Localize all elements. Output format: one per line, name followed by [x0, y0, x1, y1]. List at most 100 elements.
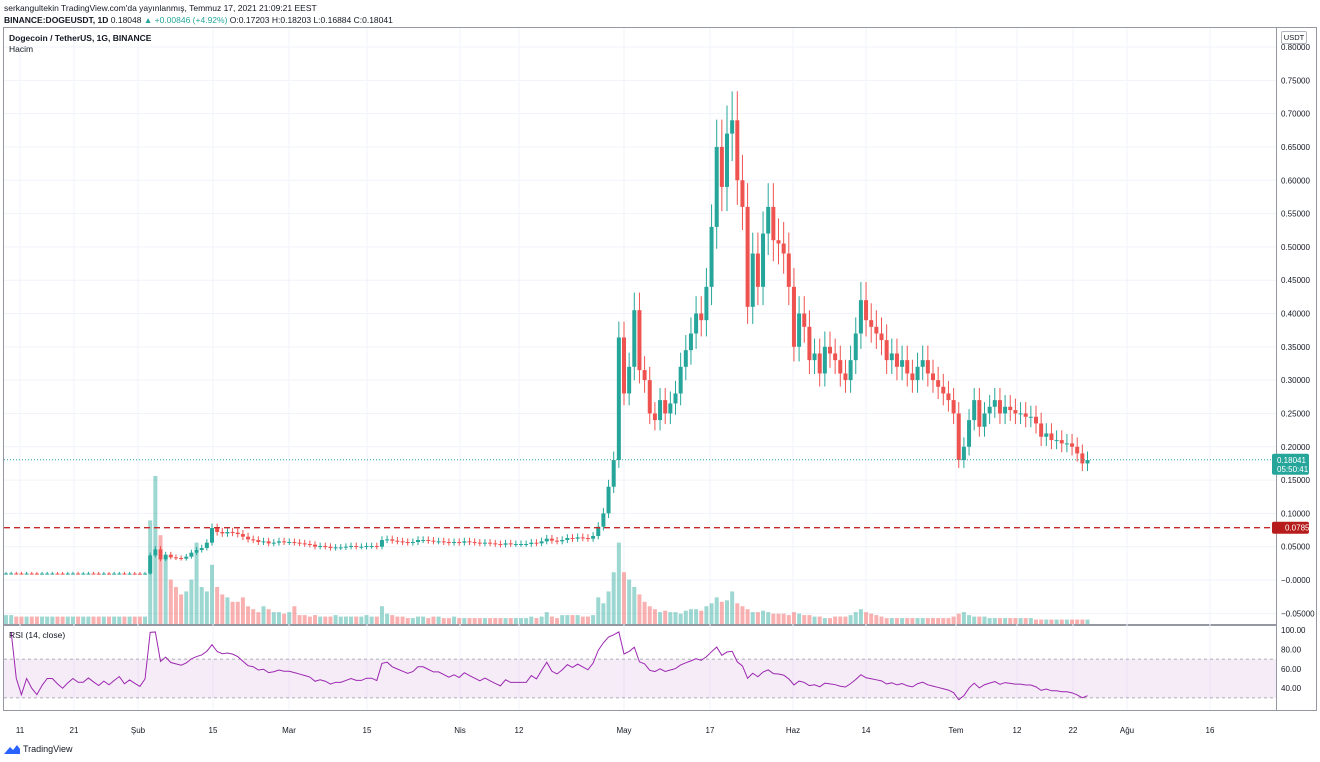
volume-bar — [1064, 619, 1069, 624]
price-tick-label: 0.20000 — [1281, 443, 1310, 452]
candle-body — [1064, 443, 1069, 445]
candle-body — [910, 373, 915, 381]
volume-bar — [101, 616, 106, 624]
tradingview-logo[interactable]: TradingView — [4, 744, 73, 754]
volume-bar — [395, 616, 400, 624]
volume-bar — [513, 618, 518, 624]
volume-bar — [261, 606, 266, 624]
candle-body — [519, 544, 523, 546]
candle-body — [894, 353, 899, 367]
candle-body — [323, 546, 328, 548]
candle-body — [673, 393, 678, 404]
volume-bar — [997, 618, 1002, 624]
candle-body — [688, 333, 693, 351]
candle-body — [194, 550, 199, 553]
volume-bar — [920, 618, 925, 624]
volume-bar — [426, 618, 431, 624]
volume-bar — [987, 618, 992, 624]
volume-bar — [632, 587, 637, 624]
volume-bar — [771, 613, 776, 624]
volume-bar — [1028, 618, 1033, 624]
candle-body — [874, 326, 879, 334]
volume-bar — [622, 572, 626, 624]
price-tick-label: 0.15000 — [1281, 476, 1310, 485]
candle-body — [833, 353, 838, 361]
candle-body — [24, 573, 29, 575]
candle-body — [786, 253, 791, 287]
volume-bar — [807, 615, 812, 624]
volume-bar — [848, 615, 853, 624]
volume-bar — [313, 615, 317, 624]
candle-body — [199, 548, 204, 551]
volume-bar — [179, 594, 184, 624]
volume-bar — [292, 606, 297, 624]
candle-body — [694, 313, 699, 334]
volume-bar — [864, 612, 869, 624]
volume-bar — [596, 597, 601, 624]
volume-bar — [735, 603, 740, 624]
volume-bar — [874, 615, 879, 624]
candle-body — [652, 413, 657, 421]
candle-body — [446, 542, 451, 544]
candle-body — [400, 541, 405, 543]
volume-bar — [369, 616, 374, 624]
candle-body — [658, 400, 663, 421]
volume-bar — [271, 612, 276, 624]
candle-body — [508, 543, 513, 545]
candle-body — [210, 528, 214, 543]
candle-body — [807, 326, 812, 361]
time-tick-label: 22 — [1069, 726, 1078, 735]
candle-body — [606, 486, 611, 514]
candle-body — [55, 573, 60, 575]
tradingview-brand: TradingView — [23, 744, 73, 754]
volume-bar — [482, 618, 487, 624]
candle-body — [379, 540, 384, 547]
volume-bar — [204, 591, 209, 624]
volume-bar — [611, 572, 616, 624]
time-tick-label: 12 — [515, 726, 524, 735]
candle-body — [276, 541, 281, 543]
volume-bar — [931, 618, 935, 624]
candle-body — [452, 542, 457, 544]
price-change: ▲ +0.00846 (+4.92%) — [143, 15, 228, 25]
candle-body — [632, 310, 637, 367]
candle-body — [318, 546, 323, 548]
candle-body — [858, 300, 863, 334]
candle-body — [828, 346, 832, 354]
price-tick-label: 0.60000 — [1281, 176, 1310, 185]
price-tick-label: 0.30000 — [1281, 376, 1310, 385]
volume-bar — [879, 616, 884, 624]
candle-body — [931, 373, 935, 381]
volume-bar — [282, 613, 287, 624]
price-tick-label: 0.45000 — [1281, 276, 1310, 285]
candle-body — [565, 538, 570, 541]
candle-body — [369, 546, 374, 548]
candle-body — [132, 573, 137, 575]
candle-body — [385, 539, 390, 541]
candle-body — [812, 353, 817, 361]
candle-body — [951, 400, 956, 414]
volume-bar — [45, 616, 50, 624]
price-scale[interactable] — [1277, 27, 1317, 711]
candle-body — [359, 546, 364, 548]
time-tick-label: Nis — [454, 726, 466, 735]
candle-body — [1003, 406, 1008, 414]
candle-body — [390, 539, 395, 541]
time-tick-label: Tem — [948, 726, 963, 735]
candle-body — [889, 353, 894, 361]
volume-bar — [812, 616, 817, 624]
candle-body — [1075, 446, 1080, 454]
currency-unit-button[interactable]: USDT — [1281, 31, 1307, 44]
candle-body — [838, 360, 843, 374]
candle-body — [987, 406, 992, 414]
volume-bar — [699, 610, 704, 624]
volume-bar — [565, 615, 570, 624]
volume-bar — [704, 606, 709, 624]
candle-body — [148, 555, 153, 574]
volume-bar — [477, 618, 482, 624]
volume-bar — [457, 618, 462, 624]
time-tick-label: May — [616, 726, 631, 735]
price-pane[interactable] — [3, 27, 1277, 625]
rsi-pane[interactable] — [3, 625, 1277, 711]
